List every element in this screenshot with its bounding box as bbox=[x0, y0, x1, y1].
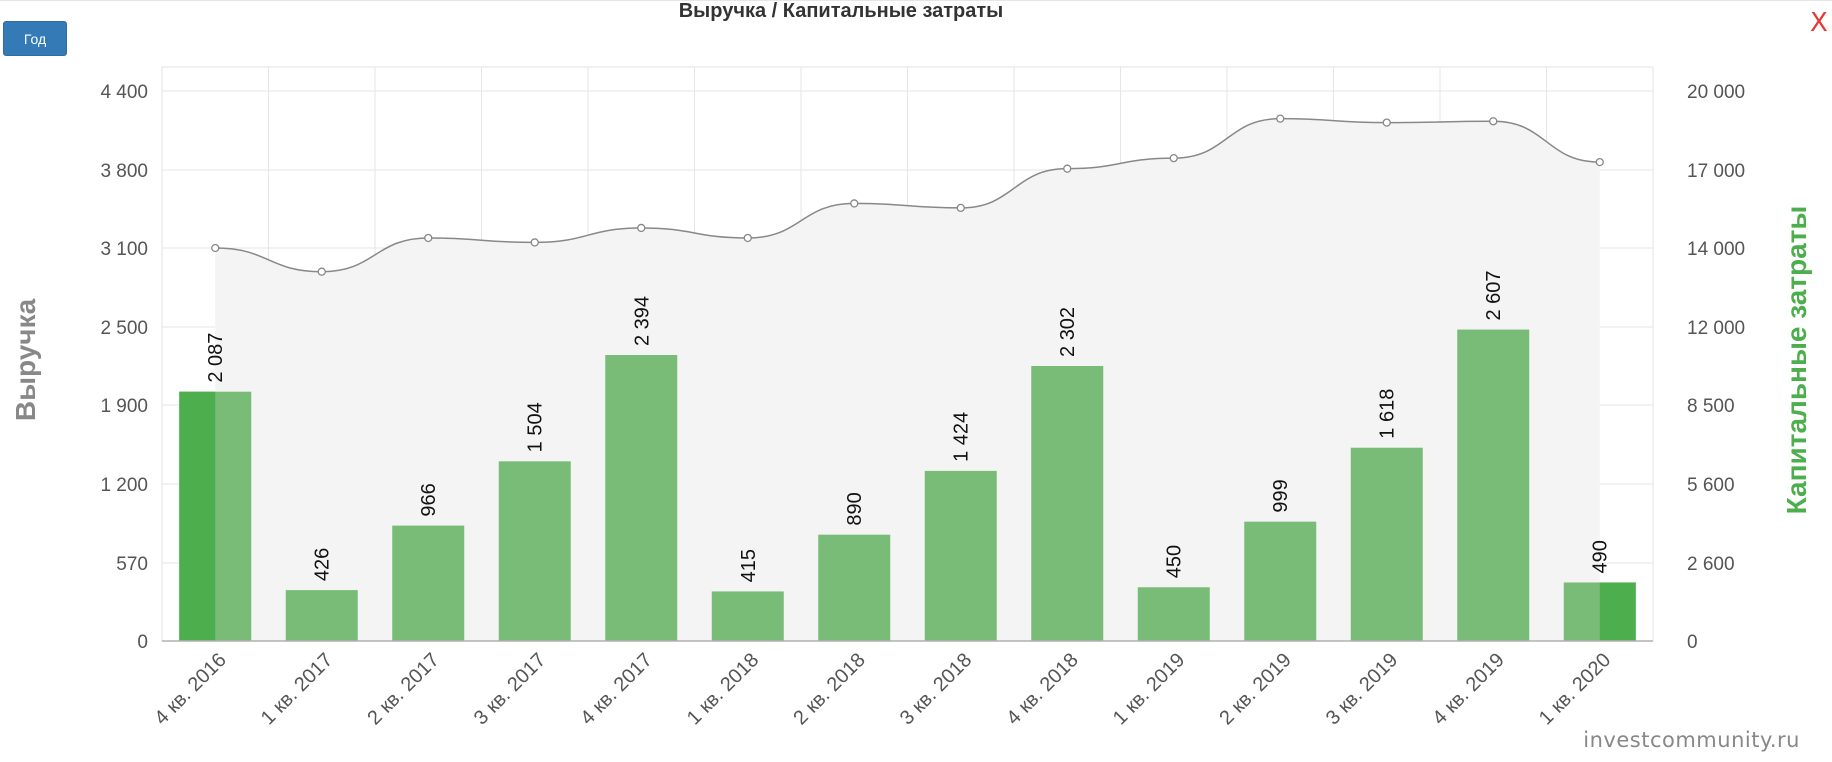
revenue-point bbox=[1595, 157, 1604, 167]
revenue-point bbox=[1169, 153, 1178, 163]
revenue-point bbox=[637, 223, 646, 233]
right-tick-label: 2 600 bbox=[1687, 554, 1735, 575]
left-tick-label: 570 bbox=[116, 554, 148, 575]
bar-data-label: 2 302 bbox=[1057, 307, 1079, 357]
capex-bar bbox=[924, 470, 997, 641]
capex-bar bbox=[498, 461, 571, 641]
right-tick-label: 20 000 bbox=[1687, 82, 1745, 103]
right-tick-label: 5 600 bbox=[1687, 475, 1735, 496]
left-tick-label: 3 800 bbox=[100, 161, 148, 182]
right-tick-label: 14 000 bbox=[1687, 239, 1745, 260]
x-tick-label: 2 кв. 2018 bbox=[789, 649, 869, 729]
bar-data-label: 966 bbox=[418, 483, 440, 516]
revenue-point bbox=[850, 199, 859, 208]
x-tick-label: 3 кв. 2019 bbox=[1322, 649, 1402, 729]
bar-data-label: 2 394 bbox=[631, 296, 653, 346]
left-tick-label: 1 900 bbox=[100, 396, 148, 417]
x-tick-label: 2 кв. 2019 bbox=[1215, 649, 1295, 729]
x-tick-label: 4 кв. 2018 bbox=[1002, 649, 1082, 729]
x-tick-label: 1 кв. 2018 bbox=[683, 649, 763, 729]
bar-data-label: 1 424 bbox=[951, 412, 973, 462]
top-border bbox=[0, 0, 1832, 1]
x-tick-label: 1 кв. 2020 bbox=[1535, 649, 1615, 729]
x-tick-label: 4 кв. 2016 bbox=[150, 649, 230, 729]
x-tick-label: 1 кв. 2019 bbox=[1109, 649, 1189, 729]
bar-data-label: 426 bbox=[312, 548, 334, 581]
x-tick-label: 3 кв. 2018 bbox=[896, 649, 976, 729]
bar-data-label: 890 bbox=[844, 492, 866, 525]
right-tick-label: 0 bbox=[1687, 632, 1698, 653]
capex-bar bbox=[1137, 587, 1210, 641]
left-tick-label: 3 100 bbox=[100, 239, 148, 260]
capex-bar bbox=[711, 591, 784, 641]
revenue-point bbox=[424, 233, 433, 243]
revenue-point bbox=[1382, 118, 1391, 127]
capex-bar-highlight bbox=[1599, 582, 1636, 641]
bar-data-label: 999 bbox=[1270, 479, 1292, 512]
right-axis-title: Капитальные затраты bbox=[1781, 206, 1812, 515]
bar-data-label: 2 087 bbox=[205, 333, 227, 383]
period-year-button[interactable]: Год bbox=[3, 21, 67, 56]
close-icon[interactable]: X bbox=[1810, 8, 1828, 38]
capex-bar bbox=[1457, 329, 1530, 641]
capex-bar-highlight bbox=[179, 391, 216, 641]
left-tick-label: 4 400 bbox=[100, 82, 148, 103]
right-tick-label: 12 000 bbox=[1687, 318, 1745, 339]
revenue-line bbox=[215, 117, 1600, 273]
chart-title-wrap: Выручка / Капитальные затраты bbox=[0, 0, 1832, 23]
left-tick-label: 2 500 bbox=[100, 318, 148, 339]
left-axis-title: Выручка bbox=[10, 298, 41, 421]
bar-data-label: 490 bbox=[1590, 540, 1612, 573]
capex-bar bbox=[392, 525, 465, 641]
chart-title: Выручка / Капитальные затраты bbox=[678, 0, 1004, 22]
watermark: investcommunity.ru bbox=[1583, 728, 1800, 752]
revenue-point bbox=[743, 233, 752, 243]
x-tick-label: 1 кв. 2017 bbox=[257, 649, 337, 729]
revenue-point bbox=[317, 267, 326, 276]
capex-bar bbox=[1031, 365, 1104, 641]
left-tick-label: 0 bbox=[137, 632, 148, 653]
left-tick-label: 1 200 bbox=[100, 475, 148, 496]
revenue-point bbox=[956, 203, 965, 213]
revenue-point bbox=[1276, 114, 1285, 123]
bar-data-label: 450 bbox=[1164, 545, 1186, 578]
capex-bar bbox=[1244, 521, 1317, 641]
revenue-point bbox=[1489, 117, 1498, 126]
capex-bar bbox=[818, 534, 891, 641]
right-tick-label: 17 000 bbox=[1687, 161, 1745, 182]
bar-data-label: 2 607 bbox=[1483, 270, 1505, 320]
bar-data-label: 415 bbox=[738, 549, 760, 582]
revenue-point bbox=[1063, 164, 1072, 173]
revenue-point bbox=[530, 238, 539, 247]
bar-data-label: 1 618 bbox=[1377, 389, 1399, 439]
right-tick-label: 8 500 bbox=[1687, 396, 1735, 417]
bar-data-label: 1 504 bbox=[525, 402, 547, 452]
x-tick-label: 2 кв. 2017 bbox=[363, 649, 443, 729]
x-tick-label: 4 кв. 2019 bbox=[1428, 649, 1508, 729]
capex-bar bbox=[285, 590, 358, 641]
capex-bar bbox=[605, 355, 678, 641]
x-tick-label: 4 кв. 2017 bbox=[576, 649, 656, 729]
capex-bar bbox=[1350, 447, 1423, 641]
revenue-point bbox=[211, 243, 220, 253]
x-tick-label: 3 кв. 2017 bbox=[470, 649, 550, 729]
